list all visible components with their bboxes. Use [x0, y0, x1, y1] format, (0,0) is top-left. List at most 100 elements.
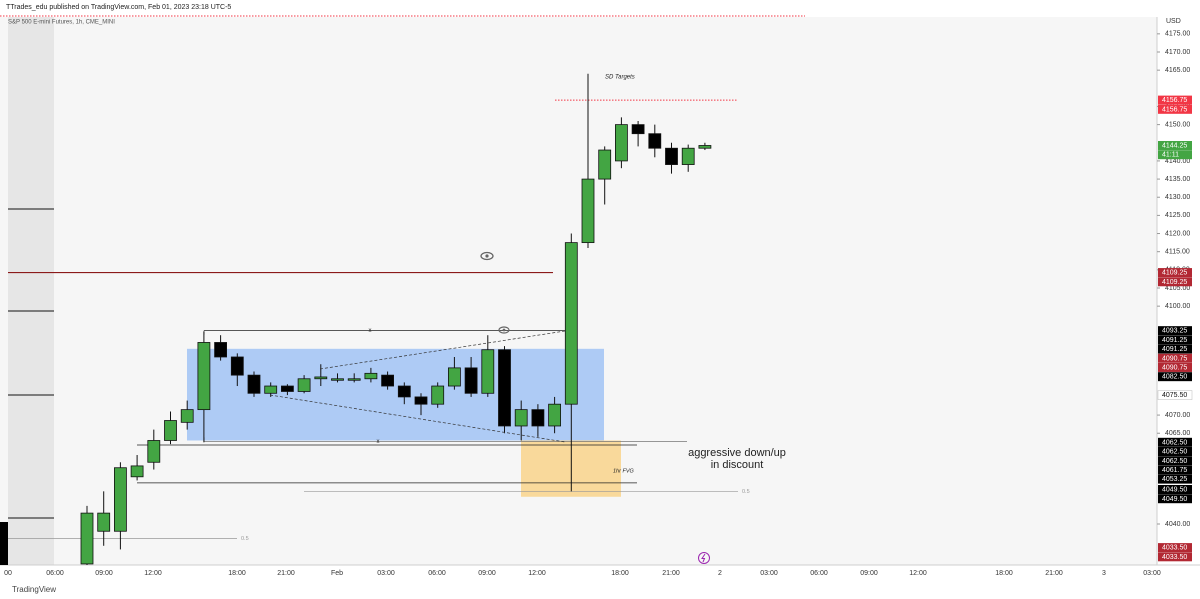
candle-body: [531, 409, 545, 427]
note: in discount: [711, 459, 764, 471]
fvg-label: 1hr FVG: [613, 468, 635, 474]
price-badge: [1158, 494, 1192, 504]
x-tick-label: 03:00: [1143, 570, 1161, 577]
price-badge-label: 4033.50: [1162, 545, 1187, 552]
x-mark: x: [369, 328, 372, 334]
candle-body: [214, 342, 228, 358]
price-badge-label: 4109.25: [1162, 279, 1187, 286]
x-tick-label: 18:00: [228, 570, 246, 577]
price-badge: [1158, 104, 1192, 114]
x-tick-label: 12:00: [528, 570, 546, 577]
price-badge: [1158, 456, 1192, 466]
y-tick-label: 4040.00: [1165, 521, 1190, 528]
x-tick-label: Feb: [331, 570, 343, 577]
targets-label: SD Targets: [605, 75, 635, 81]
candle-body: [615, 124, 628, 162]
price-badge: [1158, 372, 1192, 382]
x-tick-label: 12:00: [909, 570, 927, 577]
currency: USD: [1166, 18, 1181, 25]
price-badge: [1158, 335, 1192, 345]
x-tick-label: 03:00: [377, 570, 395, 577]
candle-body: [331, 378, 344, 381]
candle-body: [197, 342, 211, 411]
alert-icon: [698, 552, 710, 564]
candle-body: [514, 409, 528, 427]
countdown: 41:11: [1162, 152, 1179, 159]
x-tick-label: 12:00: [144, 570, 162, 577]
axis-layer: 4175.004170.004165.004155.004150.004140.…: [4, 31, 1193, 577]
candle-body: [347, 378, 361, 381]
price-badge-label: 4062.50: [1162, 439, 1187, 446]
candle-body: [648, 133, 662, 149]
price-badge-label: 4093.25: [1162, 328, 1187, 335]
left-candle: [0, 522, 8, 565]
price-badge-label: 4090.75: [1162, 355, 1187, 362]
y-tick-label: 4130.00: [1165, 194, 1190, 201]
x-tick-label: 18:00: [611, 570, 629, 577]
x-tick-label: 18:00: [995, 570, 1013, 577]
candle-body: [297, 378, 311, 392]
y-tick-label: 4140.00: [1165, 158, 1190, 165]
candle-body: [581, 178, 595, 244]
drawing-layer: x x 0.5 0.5: [8, 73, 750, 565]
candle-body: [447, 367, 461, 387]
price-badge-label: 4090.75: [1162, 365, 1187, 372]
price-badge: [1158, 362, 1192, 372]
price-badge-label: 4062.50: [1162, 449, 1187, 456]
symbol-label: S&P 500 E-mini Futures, 1h, CME_MINI: [8, 20, 115, 26]
x-tick-label: 2: [718, 570, 722, 577]
candle-body: [97, 512, 111, 532]
eye-icon: [480, 251, 494, 261]
candle-body: [381, 374, 395, 387]
price-badge: [1158, 344, 1192, 354]
price-badge-label: 4062.50: [1162, 458, 1187, 465]
y-tick-label: 4150.00: [1165, 121, 1190, 128]
candle-body: [230, 356, 244, 376]
candle-body: [431, 385, 445, 405]
note: aggressive down/up: [688, 447, 786, 459]
candle-body: [698, 145, 712, 149]
dashed-trendline: [319, 330, 566, 370]
price-badge-label: 4075.50: [1162, 392, 1187, 399]
price-badge: [1158, 326, 1192, 336]
y-tick-label: 4120.00: [1165, 230, 1190, 237]
price-badge-label: 4049.50: [1162, 487, 1187, 494]
x-tick-label: 03:00: [760, 570, 778, 577]
candle-body: [548, 403, 561, 427]
y-tick-label: 4115.00: [1165, 249, 1190, 256]
price-badge: [1158, 353, 1192, 363]
half-label: 0.5: [742, 489, 750, 495]
candle-body: [414, 396, 428, 405]
y-tick-label: 4170.00: [1165, 49, 1190, 56]
price-badge-label: 4156.75: [1162, 97, 1187, 104]
candle-body: [481, 349, 495, 394]
range-box: [187, 348, 604, 441]
candle-body: [130, 465, 144, 478]
x-tick-label: 09:00: [860, 570, 878, 577]
y-tick-label: 4100.00: [1165, 303, 1190, 310]
price-badge: [1158, 95, 1192, 105]
candle-body: [147, 440, 161, 463]
price-badge: [1157, 390, 1193, 400]
price-badge-label: 4091.25: [1162, 337, 1187, 344]
candle-body: [397, 385, 411, 398]
y-tick-label: 4105.00: [1165, 285, 1190, 292]
candle-body: [464, 367, 478, 394]
x-tick-label: 21:00: [662, 570, 680, 577]
candle-body: [314, 376, 328, 380]
price-badge: [1158, 485, 1192, 495]
candle-body: [247, 374, 261, 394]
countdown-badge: [1158, 150, 1192, 160]
price-badge-label: 4109.25: [1162, 270, 1187, 277]
candle-body: [665, 147, 678, 165]
candle-body: [80, 512, 94, 565]
candle-body: [280, 385, 294, 392]
price-badge-label: 4144.25: [1162, 143, 1187, 150]
price-badge: [1158, 543, 1192, 553]
x-tick-label: 21:00: [277, 570, 295, 577]
candle-body: [681, 147, 695, 165]
left-ticks: [8, 208, 54, 519]
price-badge-label: 4053.25: [1162, 476, 1187, 483]
candle-body: [564, 242, 578, 405]
